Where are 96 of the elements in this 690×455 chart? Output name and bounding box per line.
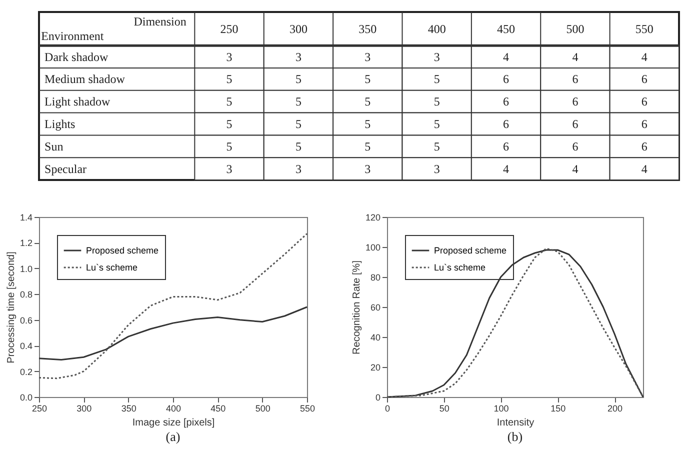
data-label: 6 xyxy=(572,94,578,109)
data-label: 4 xyxy=(572,162,578,176)
text: (b) xyxy=(507,429,523,444)
data-label: 3 xyxy=(434,162,440,176)
y-tick-label: 0.6 xyxy=(20,315,32,326)
x-tick-label: 300 xyxy=(289,22,308,36)
x-tick-label: 450 xyxy=(210,404,226,414)
data-label: 3 xyxy=(226,50,232,64)
y-tick-label: 0.2 xyxy=(20,366,32,377)
x-tick-label: 200 xyxy=(608,404,623,414)
y-axis-title: Environment xyxy=(41,29,104,44)
data-label: 5 xyxy=(364,94,371,109)
y-tick-label: 0.8 xyxy=(20,290,32,300)
data-label: 6 xyxy=(503,72,510,86)
data-label: 5 xyxy=(226,139,232,154)
data-label: 6 xyxy=(503,139,510,154)
y-tick-label: 1.2 xyxy=(20,238,32,248)
data-label: 5 xyxy=(226,72,232,86)
line-series xyxy=(38,306,308,360)
y-tick-label: 100 xyxy=(365,242,380,252)
legend-label: Lu`s scheme xyxy=(434,262,486,272)
y-tick-label: 40 xyxy=(370,332,380,342)
data-label: 3 xyxy=(295,162,302,176)
data-label: 3 xyxy=(226,162,232,176)
x-axis-title: Intensity xyxy=(496,418,534,428)
data-label: 6 xyxy=(641,94,648,109)
data-label: 4 xyxy=(503,50,510,64)
y-tick-label: 80 xyxy=(370,272,380,282)
legend-label: Proposed scheme xyxy=(434,246,507,256)
data-label: 3 xyxy=(434,50,440,64)
x-tick-label: 500 xyxy=(255,404,270,414)
y-tick-label: 1.0 xyxy=(20,264,32,274)
x-axis-title: Image size [pixels] xyxy=(132,418,215,428)
x-tick-label: 400 xyxy=(428,22,446,36)
data-label: 3 xyxy=(364,162,371,176)
x-tick-label: 150 xyxy=(550,404,566,414)
y-tick-label: 0 xyxy=(375,392,380,402)
y-tick-label: 0.4 xyxy=(20,341,32,352)
text: (a) xyxy=(166,429,180,444)
data-label: 3 xyxy=(295,50,302,64)
data-label: 6 xyxy=(641,139,648,154)
y-tick-label: Medium shadow xyxy=(44,72,126,86)
legend-label: Proposed scheme xyxy=(86,246,159,256)
data-label: 3 xyxy=(364,50,371,64)
x-tick-label: 400 xyxy=(166,404,182,414)
x-tick-label: 100 xyxy=(494,404,509,414)
y-tick-label: 20 xyxy=(370,362,380,372)
y-tick-label: Sun xyxy=(44,139,64,154)
data-label: 5 xyxy=(364,139,371,154)
data-label: 6 xyxy=(503,117,510,131)
x-tick-label: 350 xyxy=(121,404,136,414)
data-label: 4 xyxy=(503,162,510,176)
y-axis-title: Processing time [second] xyxy=(6,251,17,364)
data-label: 5 xyxy=(295,72,302,86)
legend-label: Lu`s scheme xyxy=(86,262,138,272)
data-label: 5 xyxy=(295,94,302,109)
y-tick-label: 120 xyxy=(365,212,380,222)
x-tick-label: 550 xyxy=(300,404,316,414)
data-label: 5 xyxy=(434,117,440,131)
x-tick-label: 0 xyxy=(384,404,390,414)
data-label: 4 xyxy=(572,50,578,64)
data-label: 6 xyxy=(641,72,648,86)
data-label: 4 xyxy=(641,162,648,176)
y-tick-label: Dark shadow xyxy=(44,50,109,64)
x-tick-label: 450 xyxy=(497,22,516,36)
data-label: 5 xyxy=(295,117,302,131)
data-label: 6 xyxy=(572,117,578,131)
x-tick-label: 250 xyxy=(220,22,238,36)
data-label: 5 xyxy=(434,94,440,109)
data-label: 5 xyxy=(434,72,440,86)
data-label: 5 xyxy=(434,139,440,154)
data-label: 6 xyxy=(572,72,578,86)
x-tick-label: 350 xyxy=(358,22,377,36)
data-label: 5 xyxy=(364,117,371,131)
data-label: 5 xyxy=(295,139,302,154)
y-tick-label: 60 xyxy=(370,302,380,312)
data-label: 6 xyxy=(641,117,648,131)
data-label: 5 xyxy=(226,117,232,131)
data-label: 4 xyxy=(641,50,648,64)
data-label: 5 xyxy=(226,94,232,109)
x-tick-label: 250 xyxy=(32,404,48,414)
y-tick-label: 0.0 xyxy=(20,392,32,402)
y-tick-label: Lights xyxy=(44,117,76,131)
data-label: 6 xyxy=(572,139,578,154)
y-tick-label: Light shadow xyxy=(44,94,111,109)
x-tick-label: 500 xyxy=(566,22,584,36)
y-tick-label: Specular xyxy=(44,162,87,176)
x-tick-label: 300 xyxy=(76,404,92,414)
x-tick-label: 50 xyxy=(439,404,450,414)
data-label: 5 xyxy=(364,72,371,86)
y-axis-title: Recognition Rate [%] xyxy=(351,260,362,354)
x-axis-title: Dimension xyxy=(134,14,186,28)
data-label: 6 xyxy=(503,94,510,109)
line-series xyxy=(38,232,308,380)
y-tick-label: 1.4 xyxy=(20,212,32,222)
x-tick-label: 550 xyxy=(635,22,654,36)
